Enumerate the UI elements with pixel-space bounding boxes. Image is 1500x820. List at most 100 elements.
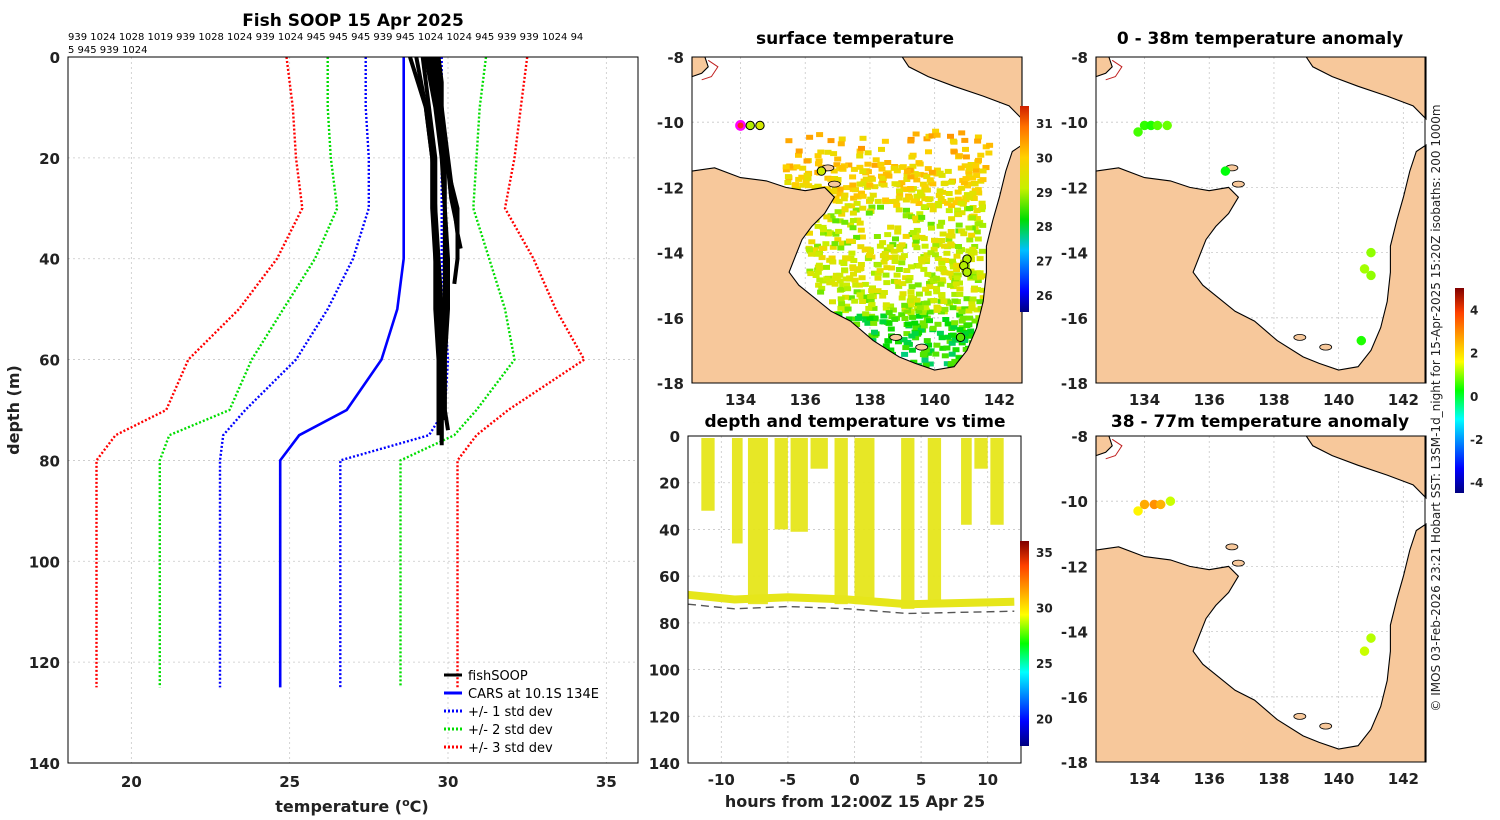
profile-legend-label: +/- 1 std dev: [468, 705, 553, 720]
sst-cell: [943, 361, 951, 367]
sst-cell: [834, 209, 842, 215]
anomaly-deep-xtick-label: 142: [1388, 770, 1419, 788]
sst-cell: [942, 258, 950, 263]
sst-cell: [917, 327, 925, 333]
anomaly-deep-ticks: -8 -10 -12 -14 -16 -18 134 136 138 140 142: [1061, 428, 1419, 788]
sst-cell: [965, 172, 973, 178]
sst-cell: [880, 290, 888, 295]
sst-cell: [928, 272, 936, 278]
sst-cell: [864, 161, 872, 167]
sst-cell: [892, 236, 899, 242]
sst-cell: [925, 149, 932, 155]
sst-cell: [862, 317, 870, 323]
sst-cell: [920, 266, 928, 272]
sst-cell: [871, 184, 879, 190]
sst-cell: [902, 345, 910, 351]
sst-cell: [864, 298, 872, 303]
sst-cell: [913, 193, 921, 199]
sst-cell: [823, 214, 831, 220]
sst-cell: [838, 136, 846, 142]
sst-cell: [923, 300, 931, 306]
sst-cell: [824, 149, 832, 155]
profile-panel: Fish SOOP 15 Apr 2025 939 1024 1028 1019…: [4, 11, 639, 816]
sst-field: [782, 128, 994, 369]
anomaly-shallow-coast-island: [1095, 56, 1113, 78]
sst-cell: [951, 320, 959, 326]
sst-cell: [949, 305, 957, 311]
anomaly-shallow-ytick-label: -18: [1061, 375, 1088, 393]
sst-cell: [927, 250, 935, 256]
anomaly-deep-panel: 38 - 77m temperature anomaly -8 -10 -12 -14…: [1061, 412, 1427, 788]
sst-cell: [953, 267, 961, 273]
anomaly-shallow-station-marker: [1366, 247, 1376, 258]
sst-cell: [861, 247, 869, 253]
sst-cell: [903, 331, 911, 337]
anomaly-deep-station-marker: [1359, 646, 1370, 656]
sst-cell: [859, 193, 867, 199]
sst-cell: [909, 314, 917, 320]
sst-cell: [918, 259, 926, 265]
sst-cell: [858, 294, 866, 300]
sst-cell: [923, 187, 931, 193]
anomaly-deep-xtick-label: 138: [1258, 770, 1289, 788]
sst-cell: [976, 256, 984, 262]
sst-cell: [845, 316, 853, 322]
sst-cell: [903, 169, 911, 174]
sst-cell: [916, 305, 924, 311]
sst-cell: [868, 333, 876, 339]
sst-cell: [845, 162, 853, 168]
sst-cell: [954, 207, 962, 213]
sst-cell: [867, 298, 875, 304]
sst-cell: [819, 278, 827, 284]
profile-cars-mean-line: [278, 57, 406, 688]
sst-cell: [903, 172, 911, 178]
anomaly-shallow-xtick-label: 142: [1388, 391, 1419, 409]
sst-cell: [852, 207, 860, 213]
sst-cell: [827, 138, 835, 144]
anomaly-deep-xtick-label: 136: [1194, 770, 1225, 788]
sst-cell: [899, 281, 907, 287]
sst-cell: [965, 248, 973, 254]
sst-cell: [912, 232, 920, 238]
sst-cell: [945, 191, 953, 196]
sst-xtick-label: 140: [919, 391, 950, 409]
sst-cell: [952, 347, 960, 353]
sst-cell: [888, 265, 895, 271]
sst-cell: [866, 315, 874, 321]
sst-colorbar-tick: 31: [1036, 117, 1053, 131]
profile-ytick-label: 80: [39, 452, 60, 470]
sst-cell: [958, 185, 966, 191]
sst-cell: [954, 272, 962, 278]
sst-cell: [948, 203, 956, 209]
sst-cell: [867, 294, 875, 299]
sst-cell: [874, 275, 882, 281]
depth-time-ytick-label: 100: [649, 662, 680, 680]
sst-cell: [945, 208, 953, 214]
sst-cell: [881, 138, 889, 144]
sst-cell: [926, 177, 934, 183]
sst-cell: [853, 200, 861, 206]
sst-cell: [979, 287, 987, 293]
sst-cell: [848, 250, 856, 256]
depth-time-cast: [854, 438, 875, 605]
sst-cell: [907, 174, 915, 180]
sst-cell: [920, 236, 928, 242]
sst-cell: [937, 281, 945, 287]
sst-cell: [969, 175, 977, 181]
depth-time-cast: [974, 438, 988, 469]
sst-cell: [919, 352, 927, 358]
sst-cell: [890, 248, 898, 254]
sst-cell: [843, 303, 851, 309]
sst-cell: [838, 301, 846, 307]
sst-cell: [869, 318, 877, 324]
sst-cell: [962, 195, 970, 201]
anomaly-deep-station-marker: [1366, 633, 1376, 643]
sst-cell: [898, 255, 906, 261]
sst-cell: [867, 196, 875, 202]
sst-xtick-label: 142: [984, 391, 1015, 409]
sst-colorbar-tick: 26: [1036, 289, 1053, 303]
anomaly-shallow-station-marker: [1359, 264, 1370, 274]
sst-cell: [839, 282, 847, 288]
depth-time-xtick-label: 0: [849, 771, 859, 789]
